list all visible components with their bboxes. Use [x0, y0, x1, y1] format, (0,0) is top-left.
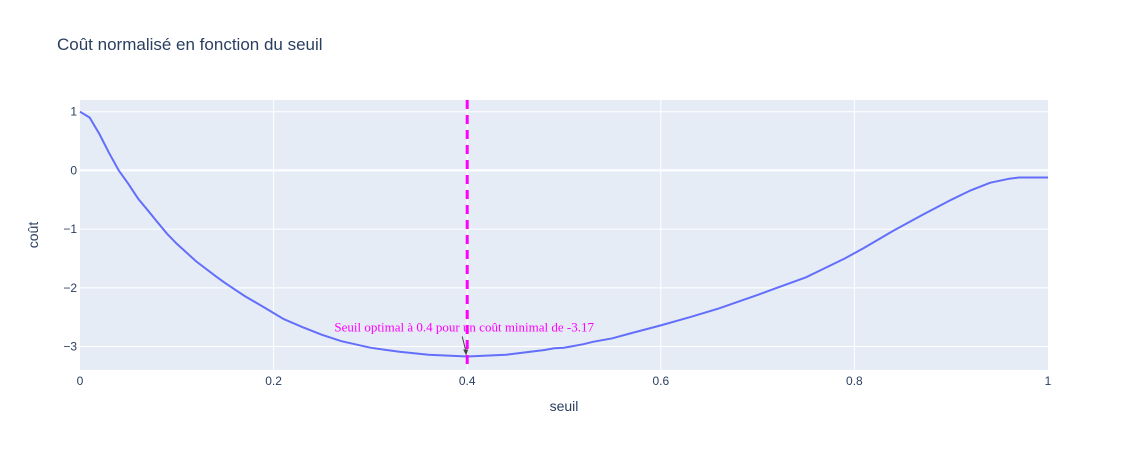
x-tick-label: 0 [77, 374, 84, 388]
y-tick-label: −3 [63, 340, 77, 354]
grid-lines [80, 100, 1048, 370]
y-tick-label: −1 [63, 222, 77, 236]
x-tick-label: 0.2 [265, 374, 282, 388]
y-tick-label: −2 [63, 281, 77, 295]
y-axis-ticks: 1 0 −1 −2 −3 [63, 105, 77, 354]
chart-title: Coût normalisé en fonction du seuil [57, 35, 323, 54]
x-tick-label: 0.4 [459, 374, 476, 388]
y-tick-label: 1 [70, 105, 77, 119]
x-tick-label: 0.6 [652, 374, 669, 388]
x-tick-label: 1 [1045, 374, 1052, 388]
series-line [79, 110, 1048, 358]
annotation-arrow-head [463, 349, 469, 356]
y-tick-label: 0 [70, 163, 77, 177]
x-axis-ticks: 0 0.2 0.4 0.6 0.8 1 [77, 374, 1052, 388]
annotation-text: Seuil optimal à 0.4 pour un coût minimal… [334, 320, 594, 335]
x-tick-label: 0.8 [846, 374, 863, 388]
annotation: Seuil optimal à 0.4 pour un coût minimal… [334, 320, 594, 356]
x-axis-label: seuil [550, 398, 579, 414]
y-axis-label: coût [25, 222, 41, 249]
